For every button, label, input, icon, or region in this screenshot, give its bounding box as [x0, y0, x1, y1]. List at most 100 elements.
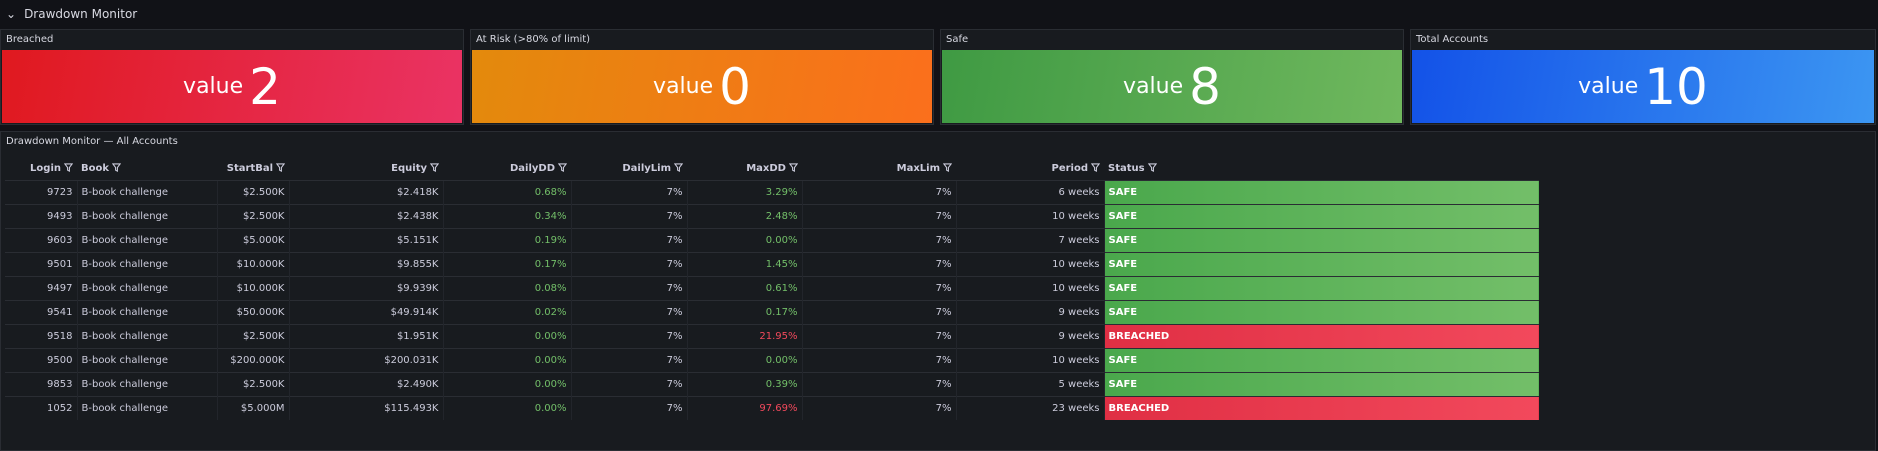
table-cell: $5.000M — [216, 396, 289, 420]
stat-value: 2 — [249, 57, 281, 116]
table-cell: 7% — [570, 276, 687, 301]
table-cell: $2.500K — [216, 204, 289, 229]
column-header: Book — [77, 156, 217, 181]
table-row: 9500 B-book challenge $200.000K $200.031K 0.… — [5, 348, 1539, 373]
filter-icon[interactable] — [1147, 163, 1157, 172]
column-header: MaxDD — [687, 156, 802, 181]
table-cell: 6 weeks — [955, 180, 1104, 205]
table-cell: BREACHED — [1103, 396, 1539, 420]
column-label: Book — [81, 162, 110, 174]
table-cell: 7% — [570, 300, 687, 325]
column-label: StartBal — [226, 162, 273, 174]
column-label: Status — [1108, 162, 1145, 174]
table-cell: 7% — [801, 300, 956, 325]
filter-icon[interactable] — [429, 163, 440, 172]
table-cell: 7% — [801, 276, 956, 301]
table-cell: 0.00% — [686, 348, 802, 373]
stat-prefix: value — [183, 74, 244, 99]
table-cell: 7% — [801, 228, 956, 253]
table-cell: 0.17% — [686, 300, 802, 325]
row-title: Drawdown Monitor — [24, 7, 138, 21]
column-header: Period — [956, 156, 1104, 181]
table-cell: 9 weeks — [955, 324, 1104, 349]
table-cell: B-book challenge — [76, 372, 217, 397]
table-cell: 7 weeks — [955, 228, 1104, 253]
filter-icon[interactable] — [63, 163, 74, 172]
table-cell: $2.438K — [288, 204, 443, 229]
panel-title: Drawdown Monitor — All Accounts — [6, 136, 178, 147]
filter-icon[interactable] — [111, 163, 122, 172]
stat-box: value 10 — [1412, 50, 1874, 123]
table-cell: 7% — [570, 348, 687, 373]
table-cell: 7% — [570, 180, 687, 205]
table: Login Book StartBal Equity DailyDD DailyLim Ma… — [5, 156, 1539, 420]
table-cell: B-book challenge — [76, 396, 217, 420]
table-cell: SAFE — [1103, 228, 1539, 253]
stat-title: At Risk (>80% of limit) — [476, 34, 591, 45]
filter-icon[interactable] — [557, 163, 568, 172]
table-cell: $9.855K — [288, 252, 443, 277]
table-cell: $2.490K — [288, 372, 443, 397]
table-cell: 0.00% — [442, 348, 571, 373]
table-cell: 97.69% — [686, 396, 802, 420]
filter-icon[interactable] — [275, 163, 286, 172]
table-cell: 9501 — [5, 252, 77, 277]
column-label: MaxDD — [746, 162, 786, 174]
table-cell: 7% — [801, 372, 956, 397]
filter-icon[interactable] — [1090, 163, 1101, 172]
table-row: 9493 B-book challenge $2.500K $2.438K 0.34% 7… — [5, 204, 1539, 229]
stat-value: 8 — [1189, 57, 1221, 116]
table-row: 9497 B-book challenge $10.000K $9.939K 0.08%… — [5, 276, 1539, 301]
column-label: DailyLim — [622, 162, 671, 174]
table-cell: 9603 — [5, 228, 77, 253]
table-cell: $200.031K — [288, 348, 443, 373]
table-cell: 7% — [570, 324, 687, 349]
filter-icon[interactable] — [673, 163, 684, 172]
table-cell: 0.08% — [442, 276, 571, 301]
table-cell: 5 weeks — [955, 372, 1104, 397]
table-cell: 0.17% — [442, 252, 571, 277]
table-cell: 10 weeks — [955, 252, 1104, 277]
stat-prefix: value — [1578, 74, 1639, 99]
table-cell: 7% — [801, 348, 956, 373]
table-cell: 0.34% — [442, 204, 571, 229]
table-cell: 7% — [570, 228, 687, 253]
stat-value: 0 — [719, 57, 751, 116]
table-cell: $2.500K — [216, 180, 289, 205]
table-cell: 7% — [570, 396, 687, 420]
stat-box: value 2 — [2, 50, 462, 123]
table-cell: B-book challenge — [76, 348, 217, 373]
table-row: 9723 B-book challenge $2.500K $2.418K 0.68% 7… — [5, 180, 1539, 205]
table-cell: $9.939K — [288, 276, 443, 301]
table-cell: 0.00% — [442, 324, 571, 349]
table-cell: 9541 — [5, 300, 77, 325]
table-cell: 1052 — [5, 396, 77, 420]
column-header: DailyLim — [571, 156, 687, 181]
table-cell: 0.68% — [442, 180, 571, 205]
table-cell: 9 weeks — [955, 300, 1104, 325]
column-header: Equity — [289, 156, 443, 181]
table-cell: B-book challenge — [76, 180, 217, 205]
table-cell: 0.02% — [442, 300, 571, 325]
filter-icon[interactable] — [942, 163, 953, 172]
table-cell: 7% — [801, 204, 956, 229]
table-cell: 0.00% — [686, 228, 802, 253]
table-cell: 7% — [570, 204, 687, 229]
table-cell: 0.39% — [686, 372, 802, 397]
table-cell: SAFE — [1103, 204, 1539, 229]
table-cell: 0.19% — [442, 228, 571, 253]
table-cell: 7% — [570, 372, 687, 397]
table-cell: 7% — [570, 252, 687, 277]
table-cell: SAFE — [1103, 372, 1539, 397]
table-cell: $10.000K — [216, 276, 289, 301]
table-cell: SAFE — [1103, 276, 1539, 301]
table-cell: $1.951K — [288, 324, 443, 349]
table-cell: 0.61% — [686, 276, 802, 301]
table-row: 9603 B-book challenge $5.000K $5.151K 0.19% 7… — [5, 228, 1539, 253]
row-header[interactable]: ⌄ Drawdown Monitor — [6, 4, 137, 24]
filter-icon[interactable] — [788, 163, 799, 172]
table-cell: 1.45% — [686, 252, 802, 277]
table-cell: $2.500K — [216, 372, 289, 397]
stat-prefix: value — [1123, 74, 1184, 99]
